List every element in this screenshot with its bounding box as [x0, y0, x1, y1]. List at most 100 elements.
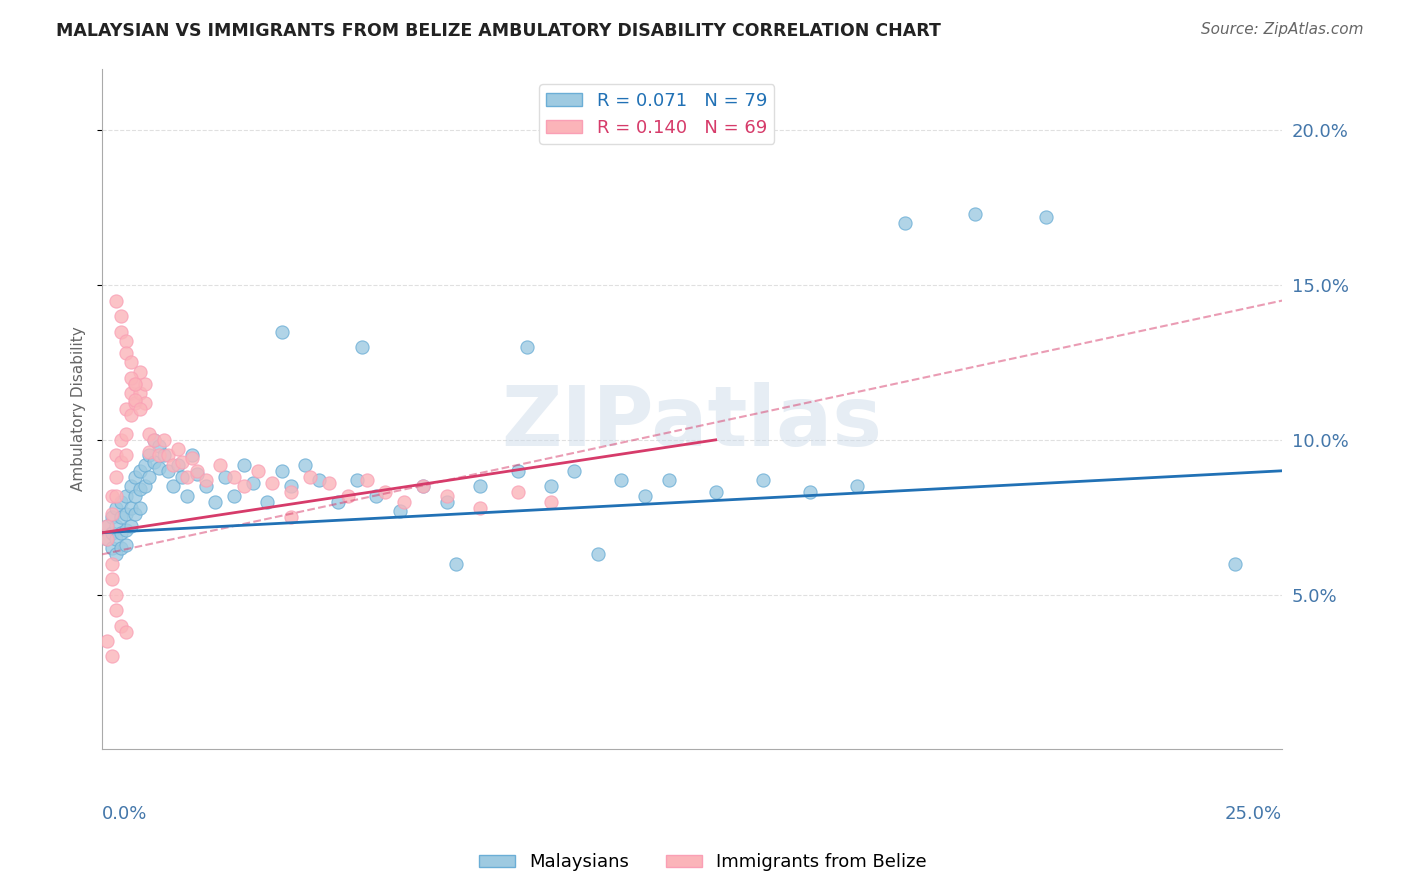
Point [176, 489, 198, 503]
Point [134, 395, 156, 409]
Point [110, 433, 132, 447]
Point [124, 377, 146, 392]
Point [204, 494, 226, 508]
Point [280, 485, 302, 500]
Point [180, 448, 202, 462]
Point [436, 489, 458, 503]
Text: Source: ZipAtlas.com: Source: ZipAtlas.com [1201, 22, 1364, 37]
Point [336, 489, 359, 503]
Point [148, 460, 170, 475]
Point [166, 442, 188, 457]
Point [129, 401, 152, 416]
Point [124, 377, 146, 392]
Point [1035, 210, 1057, 224]
Point [105, 500, 128, 515]
Point [186, 467, 208, 481]
Point [96, 634, 118, 648]
Point [232, 479, 254, 493]
Point [262, 476, 284, 491]
Point [704, 485, 727, 500]
Point [110, 541, 132, 556]
Point [120, 500, 142, 515]
Point [658, 473, 681, 487]
Point [120, 355, 142, 369]
Point [610, 473, 633, 487]
Point [388, 504, 411, 518]
Legend: Malaysians, Immigrants from Belize: Malaysians, Immigrants from Belize [472, 847, 934, 879]
Point [100, 541, 122, 556]
Point [114, 523, 136, 537]
Point [166, 458, 188, 472]
Point [114, 334, 136, 348]
Point [120, 371, 142, 385]
Point [114, 448, 136, 462]
Point [124, 489, 146, 503]
Point [224, 470, 246, 484]
Point [468, 479, 491, 493]
Point [100, 649, 122, 664]
Point [195, 473, 218, 487]
Point [214, 470, 236, 484]
Point [114, 401, 136, 416]
Point [105, 489, 128, 503]
Point [586, 547, 609, 561]
Point [540, 494, 562, 508]
Point [124, 392, 146, 407]
Point [436, 494, 458, 508]
Point [129, 464, 152, 478]
Y-axis label: Ambulatory Disability: Ambulatory Disability [72, 326, 86, 491]
Point [186, 464, 208, 478]
Point [105, 470, 128, 484]
Point [516, 340, 538, 354]
Point [540, 479, 562, 493]
Point [110, 325, 132, 339]
Point [120, 519, 142, 533]
Point [752, 473, 775, 487]
Point [114, 538, 136, 552]
Point [138, 470, 160, 484]
Point [270, 325, 292, 339]
Point [176, 470, 198, 484]
Point [114, 507, 136, 521]
Point [110, 525, 132, 540]
Point [105, 532, 128, 546]
Point [270, 464, 292, 478]
Legend: R = 0.071   N = 79, R = 0.140   N = 69: R = 0.071 N = 79, R = 0.140 N = 69 [538, 85, 775, 144]
Point [124, 507, 146, 521]
Text: 25.0%: 25.0% [1225, 805, 1282, 823]
Point [129, 365, 152, 379]
Point [134, 377, 156, 392]
Point [120, 386, 142, 401]
Point [148, 448, 170, 462]
Point [100, 557, 122, 571]
Point [100, 525, 122, 540]
Point [152, 448, 174, 462]
Point [374, 485, 396, 500]
Text: 0.0%: 0.0% [103, 805, 148, 823]
Point [143, 454, 166, 468]
Point [172, 470, 194, 484]
Point [846, 479, 869, 493]
Point [105, 603, 128, 617]
Point [256, 494, 278, 508]
Point [110, 494, 132, 508]
Point [412, 479, 434, 493]
Point [105, 519, 128, 533]
Point [394, 494, 416, 508]
Point [100, 489, 122, 503]
Point [114, 489, 136, 503]
Point [114, 624, 136, 639]
Point [634, 489, 657, 503]
Point [468, 500, 491, 515]
Point [364, 489, 387, 503]
Point [100, 507, 122, 521]
Point [356, 473, 378, 487]
Point [110, 618, 132, 632]
Point [134, 458, 156, 472]
Point [280, 479, 302, 493]
Point [138, 448, 160, 462]
Point [138, 445, 160, 459]
Point [134, 479, 156, 493]
Point [105, 448, 128, 462]
Point [143, 433, 166, 447]
